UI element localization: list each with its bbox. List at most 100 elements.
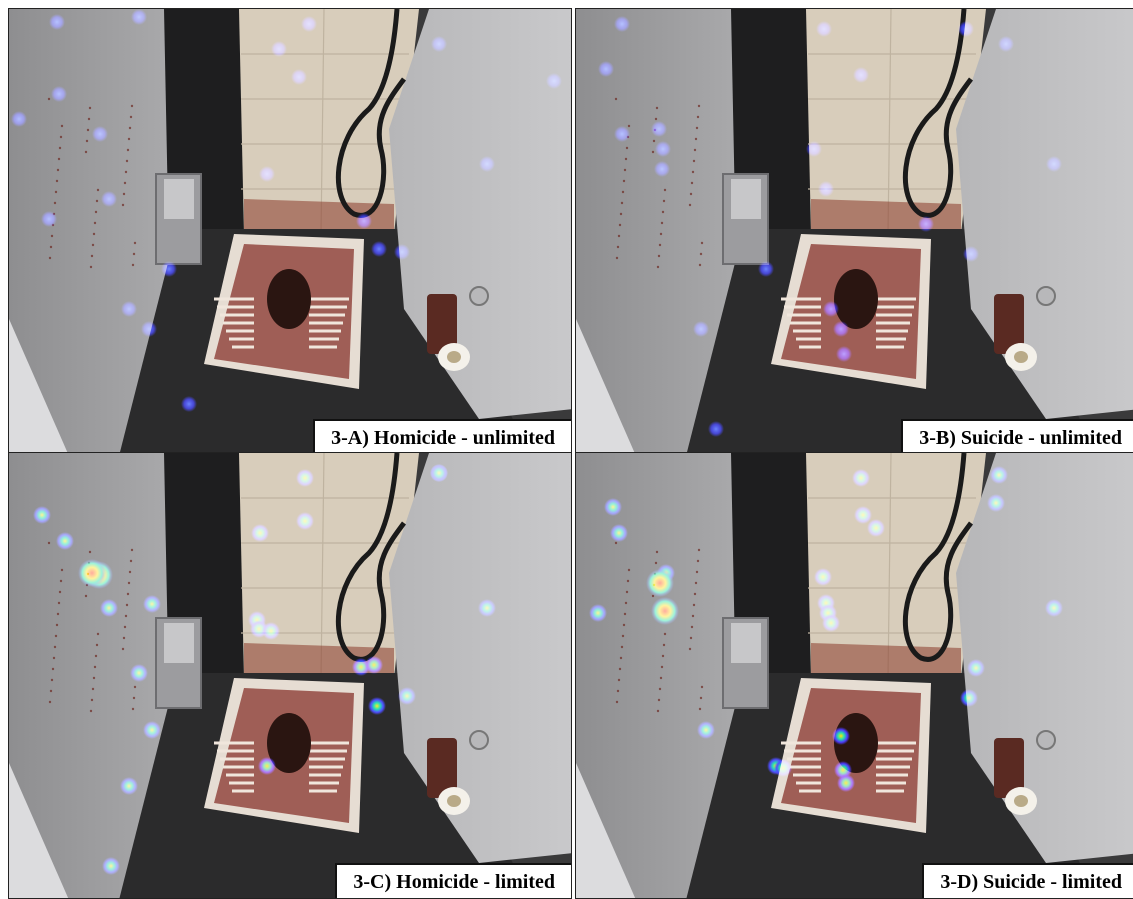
blood-speck <box>691 614 695 618</box>
blood-speck <box>57 157 61 161</box>
blood-speck <box>122 636 126 640</box>
fixation-blob <box>854 506 872 524</box>
blood-speck <box>53 645 57 649</box>
fixation-blob <box>371 241 387 257</box>
blood-speck <box>651 150 655 154</box>
blood-speck <box>96 188 100 192</box>
blood-speck <box>131 707 135 711</box>
blood-speck <box>90 698 94 702</box>
left-partition-wall <box>576 453 736 898</box>
blood-speck <box>618 667 622 671</box>
blood-speck <box>125 603 129 607</box>
fixation-blob <box>958 21 974 37</box>
fixation-blob <box>758 261 774 277</box>
blood-speck <box>132 696 136 700</box>
fixation-blob <box>296 512 314 530</box>
blood-speck <box>618 223 622 227</box>
gaze-heatmap <box>33 464 496 875</box>
tissue-dispenser <box>427 294 457 354</box>
blood-speck <box>617 234 621 238</box>
blood-speck <box>91 243 95 247</box>
blood-speck <box>694 581 698 585</box>
blood-speck <box>619 656 623 660</box>
fixation-hotspot <box>651 597 679 625</box>
blood-speck <box>89 709 93 713</box>
fixation-blob <box>11 111 27 127</box>
blood-speck <box>54 190 58 194</box>
fixation-blob <box>990 466 1008 484</box>
blood-speck <box>123 181 127 185</box>
fixation-blob <box>258 757 276 775</box>
blood-speck <box>698 707 702 711</box>
shower-hose <box>335 453 407 662</box>
back-tile-wall <box>806 9 986 234</box>
gaze-heatmap <box>598 16 1062 437</box>
blood-speck <box>130 104 134 108</box>
blood-speck <box>50 678 54 682</box>
fixation-blob <box>431 36 447 52</box>
blood-speck <box>620 201 624 205</box>
waste-bin-liner <box>731 179 761 219</box>
blood-speck <box>53 201 57 205</box>
blood-speck <box>131 263 135 267</box>
blood-speck <box>52 656 56 660</box>
blood-speck <box>615 700 619 704</box>
blood-speck <box>688 647 692 651</box>
blood-speck <box>692 159 696 163</box>
scene-photo <box>9 9 571 454</box>
fixation-blob <box>651 121 667 137</box>
panel-3d: 3-D) Suicide - limited <box>575 452 1133 899</box>
fixation-blob <box>41 211 57 227</box>
fixation-blob <box>614 16 630 32</box>
fixation-blob <box>598 61 614 77</box>
fixation-blob <box>823 301 839 317</box>
fixation-blob <box>394 244 410 260</box>
toilet-roll-core <box>1014 351 1028 363</box>
fixation-blob <box>101 191 117 207</box>
fixation-blob <box>614 126 630 142</box>
blood-speck <box>661 210 665 214</box>
blood-speck <box>695 570 699 574</box>
panel-3c: 3-C) Homicide - limited <box>8 452 572 899</box>
blood-speck <box>127 137 131 141</box>
blood-speck <box>614 541 618 545</box>
blood-speck <box>697 548 701 552</box>
tile-grout <box>887 9 892 235</box>
fixation-blob <box>589 604 607 622</box>
blood-speck <box>622 179 626 183</box>
fixation-blob <box>49 14 65 30</box>
fixation-blob <box>478 599 496 617</box>
fixation-blob <box>960 689 978 707</box>
fixation-blob <box>816 21 832 37</box>
blood-speck <box>662 199 666 203</box>
fixation-blob <box>262 622 280 640</box>
fixation-blob <box>774 759 792 777</box>
panel-label: 3-C) Homicide - limited <box>335 863 571 898</box>
blood-speck <box>57 601 61 605</box>
blood-speck <box>49 689 53 693</box>
fixation-blob <box>697 721 715 739</box>
blood-speck <box>125 159 129 163</box>
blood-speck <box>700 241 704 245</box>
fixation-blob <box>56 532 74 550</box>
fixation-blob <box>833 321 849 337</box>
blood-speck <box>48 256 52 260</box>
panel-3a: 3-A) Homicide - unlimited <box>8 8 572 455</box>
blood-speck <box>126 592 130 596</box>
blood-speck <box>86 128 90 132</box>
blood-speck <box>657 254 661 258</box>
fixation-blob <box>546 73 562 89</box>
tissue-dispenser <box>994 738 1024 798</box>
blood-speck <box>87 117 91 121</box>
blood-speck <box>659 676 663 680</box>
blood-speck <box>621 634 625 638</box>
blood-speck <box>689 636 693 640</box>
blood-speck <box>55 179 59 183</box>
blood-speck <box>60 124 64 128</box>
waste-bin-liner <box>164 179 194 219</box>
fixation-blob <box>251 524 269 542</box>
fixation-blob <box>1045 599 1063 617</box>
blood-speck <box>84 150 88 154</box>
blood-speck <box>693 148 697 152</box>
blood-speck <box>95 199 99 203</box>
